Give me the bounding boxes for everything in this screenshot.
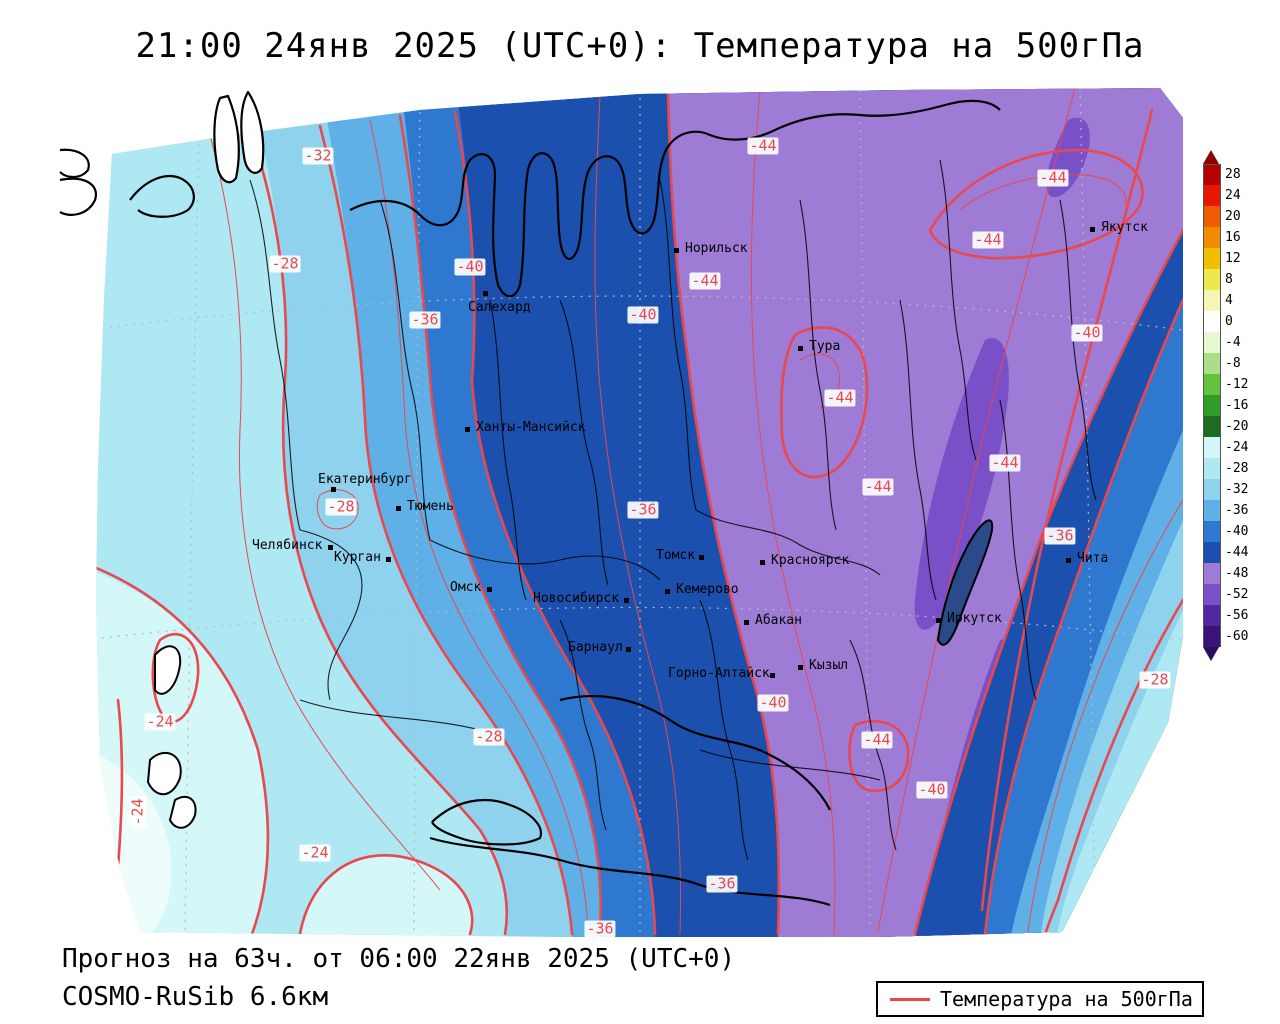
colorbar-tick-label: -8 [1225,356,1241,371]
colorbar-row: -56 [1203,605,1273,626]
colorbar-row: -28 [1203,458,1273,479]
colorbar-tick-label: 4 [1225,293,1233,308]
colorbar-arrow-up [1203,150,1219,164]
colorbar-swatch [1203,416,1221,437]
colorbar-row: 0 [1203,311,1273,332]
colorbar-tick-label: -52 [1225,587,1249,602]
colorbar: 28 24 20 16 12 8 4 0 -4 -8 -12 -16 -20 -24 -28 -32 -36 -4… [1203,150,1273,661]
colorbar-row: 20 [1203,206,1273,227]
colorbar-row: -52 [1203,584,1273,605]
colorbar-row: -44 [1203,542,1273,563]
colorbar-tick-label: -44 [1225,545,1249,560]
forecast-info: Прогноз на 63ч. от 06:00 22янв 2025 (UTC… [62,944,736,974]
colorbar-swatch [1203,290,1221,311]
isotherms-thin [209,88,1183,935]
colorbar-tick-label: -56 [1225,608,1249,623]
colorbar-row: -8 [1203,353,1273,374]
colorbar-tick-label: -60 [1225,629,1249,644]
colorbar-swatch [1203,584,1221,605]
page-title: 21:00 24янв 2025 (UTC+0): Температура на… [135,26,1145,66]
colorbar-swatch [1203,395,1221,416]
colorbar-tick-label: 0 [1225,314,1233,329]
colorbar-row: -36 [1203,500,1273,521]
colorbar-tick-label: -20 [1225,419,1249,434]
legend: Температура на 500гПа [876,981,1204,1017]
colorbar-tick-label: -32 [1225,482,1249,497]
colorbar-swatch [1203,563,1221,584]
colorbar-swatch [1203,542,1221,563]
colorbar-row: -12 [1203,374,1273,395]
colorbar-tick-label: -16 [1225,398,1249,413]
colorbar-swatch [1203,374,1221,395]
colorbar-swatch [1203,185,1221,206]
temperature-field [96,88,1183,937]
colorbar-tick-label: -36 [1225,503,1249,518]
colorbar-tick-label: -4 [1225,335,1241,350]
colorbar-row: -60 [1203,626,1273,647]
geography [59,90,1097,907]
colorbar-row: -24 [1203,437,1273,458]
colorbar-arrow-down [1203,647,1219,661]
colorbar-row: 16 [1203,227,1273,248]
colorbar-swatch [1203,163,1221,186]
graticule [96,88,1183,934]
colorbar-row: 28 [1203,163,1273,186]
colorbar-row: -40 [1203,521,1273,542]
colorbar-tick-label: -12 [1225,377,1249,392]
isotherms-main [96,88,1183,936]
colorbar-swatch [1203,227,1221,248]
colorbar-row: -4 [1203,332,1273,353]
legend-label: Температура на 500гПа [940,987,1193,1011]
colorbar-row: -32 [1203,479,1273,500]
colorbar-row: 12 [1203,248,1273,269]
colorbar-swatch [1203,332,1221,353]
colorbar-tick-label: -28 [1225,461,1249,476]
colorbar-tick-label: 8 [1225,272,1233,287]
colorbar-swatch [1203,206,1221,227]
colorbar-swatch [1203,500,1221,521]
colorbar-row: 4 [1203,290,1273,311]
colorbar-tick-label: -48 [1225,566,1249,581]
colorbar-tick-label: 24 [1225,188,1241,203]
colorbar-swatch [1203,248,1221,269]
colorbar-tick-label: 12 [1225,251,1241,266]
legend-line-sample [890,997,930,1001]
colorbar-swatch [1203,458,1221,479]
colorbar-tick-label: -24 [1225,440,1249,455]
colorbar-row: 24 [1203,185,1273,206]
colorbar-swatch [1203,605,1221,626]
colorbar-row: -16 [1203,395,1273,416]
colorbar-swatch [1203,521,1221,542]
colorbar-swatch [1203,311,1221,332]
colorbar-tick-label: 20 [1225,209,1241,224]
colorbar-swatch [1203,479,1221,500]
colorbar-swatch [1203,269,1221,290]
model-info: COSMO-RuSib 6.6км [62,982,329,1012]
colorbar-tick-label: -40 [1225,524,1249,539]
colorbar-row: -48 [1203,563,1273,584]
colorbar-swatch [1203,437,1221,458]
colorbar-swatch [1203,353,1221,374]
colorbar-tick-label: 16 [1225,230,1241,245]
colorbar-tick-label: 28 [1225,167,1241,182]
colorbar-row: 8 [1203,269,1273,290]
colorbar-row: -20 [1203,416,1273,437]
colorbar-scale: 28 24 20 16 12 8 4 0 -4 -8 -12 -16 -20 -24 -28 -32 -36 -4… [1203,163,1273,647]
colorbar-swatch [1203,626,1221,647]
